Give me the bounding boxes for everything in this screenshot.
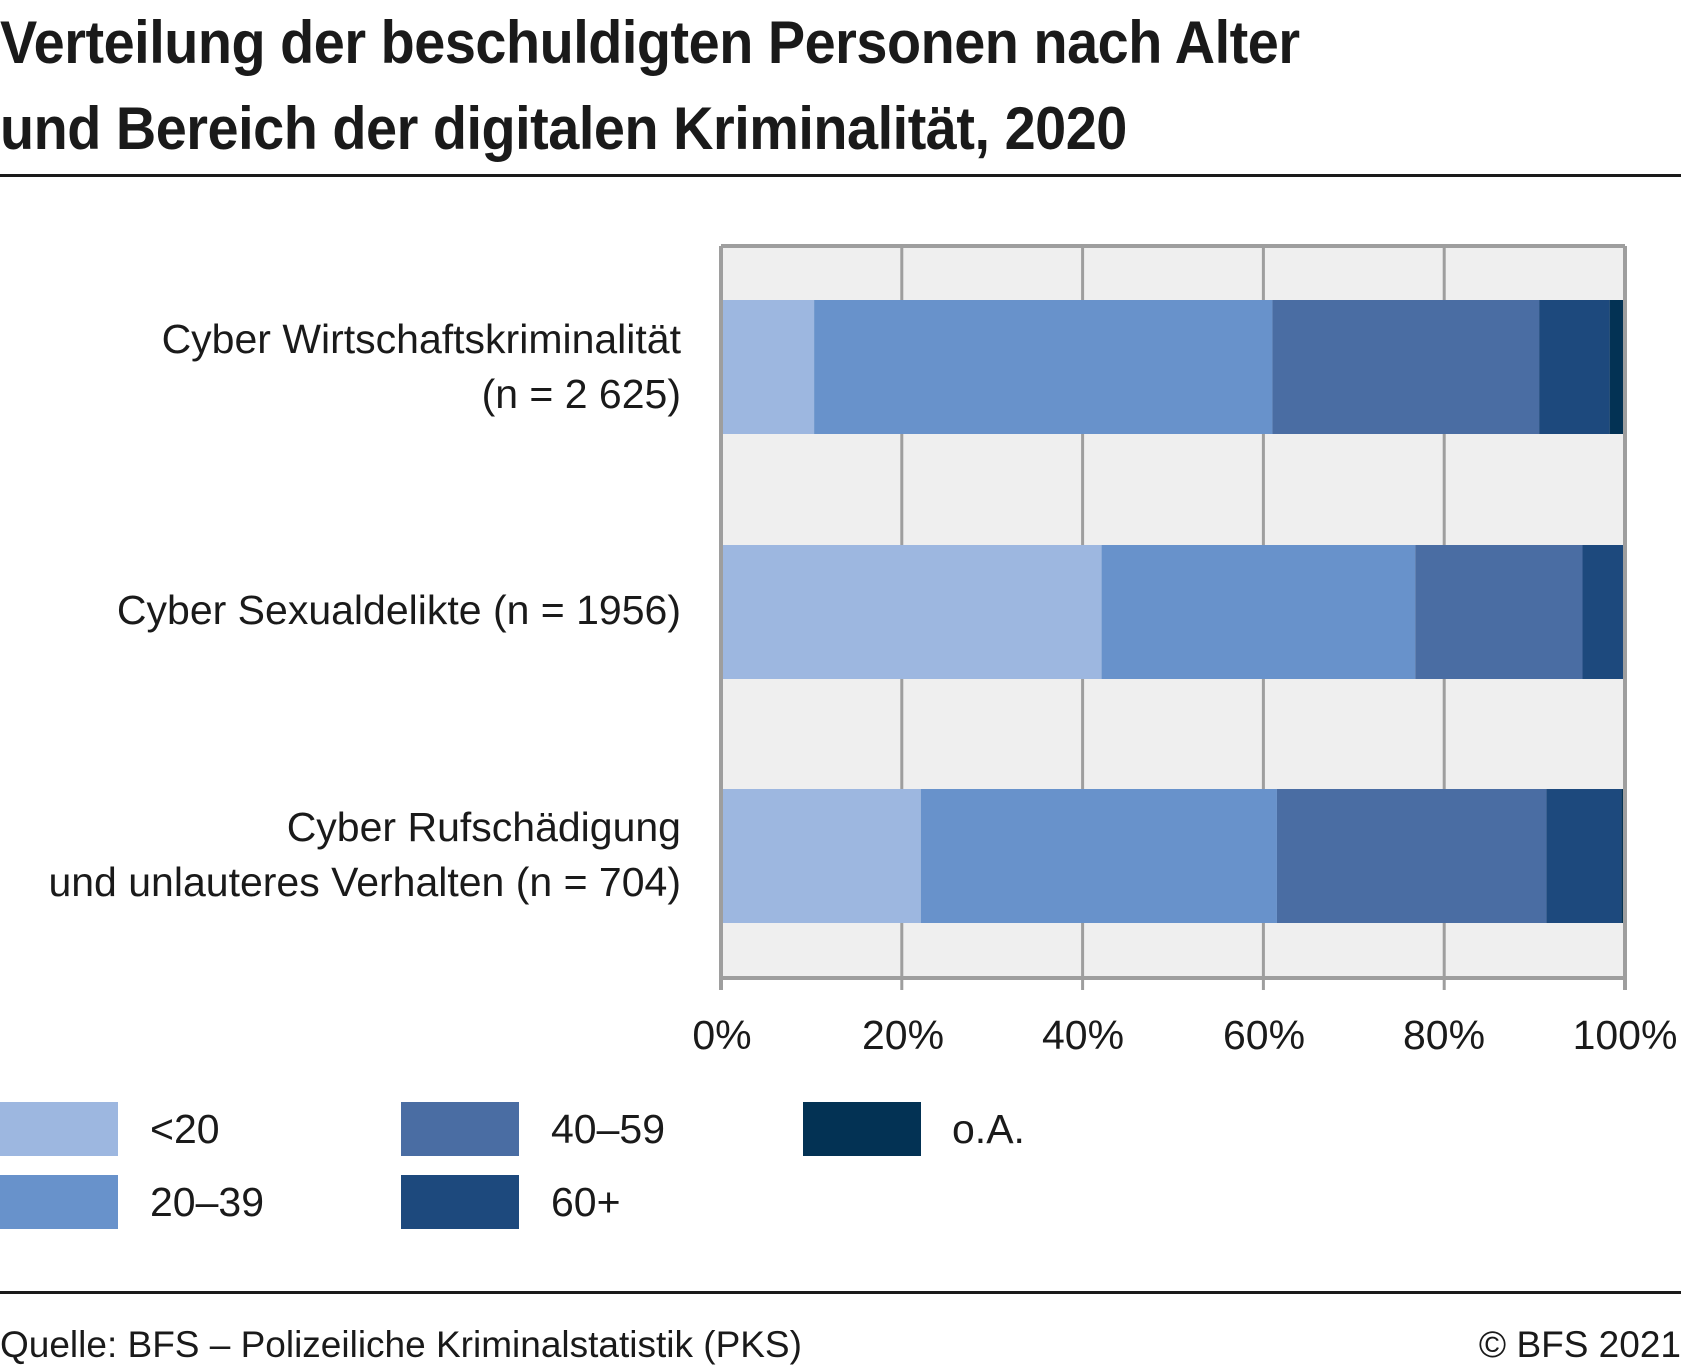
chart-title-line-1: Verteilung der beschuldigten Personen na… bbox=[0, 9, 1300, 76]
bar-segment-cat1-series2 bbox=[814, 300, 1273, 434]
category-label-2-line-1: Cyber Sexualdelikte (n = 1956) bbox=[116, 587, 681, 633]
bars bbox=[721, 300, 1625, 923]
legend-swatch-40-59 bbox=[401, 1102, 519, 1156]
legend-swatch-20-39 bbox=[0, 1175, 118, 1229]
bar-segment-cat2-series1 bbox=[721, 545, 1102, 679]
bar-segment-cat2-series2 bbox=[1101, 545, 1416, 679]
stacked-bar-chart bbox=[719, 244, 1627, 990]
bar-segment-cat3-series1 bbox=[721, 789, 921, 923]
bar-segment-cat1-series1 bbox=[721, 300, 815, 434]
bar-segment-cat1-series5 bbox=[1609, 300, 1624, 434]
category-label-3: Cyber Rufschädigung und unlauteres Verha… bbox=[48, 800, 681, 910]
category-label-3-line-2: und unlauteres Verhalten (n = 704) bbox=[48, 859, 681, 905]
legend-label-no-data: o.A. bbox=[952, 1106, 1025, 1152]
x-tick-label-60: 60% bbox=[1222, 1012, 1306, 1058]
bar-segment-cat3-series3 bbox=[1276, 789, 1547, 923]
bar-segment-cat2-series4 bbox=[1582, 545, 1625, 679]
category-label-2: Cyber Sexualdelikte (n = 1956) bbox=[117, 583, 681, 638]
bar-segment-cat1-series3 bbox=[1272, 300, 1540, 434]
chart-title: Verteilung der beschuldigten Personen na… bbox=[0, 0, 1681, 172]
copyright-note: © BFS 2021 bbox=[1478, 1324, 1681, 1365]
bar-segment-cat1-series4 bbox=[1539, 300, 1610, 434]
chart-title-line-2: und Bereich der digitalen Kriminalität, … bbox=[0, 95, 1127, 162]
bar-segment-cat2-series3 bbox=[1415, 545, 1583, 679]
legend-swatch-no-data bbox=[803, 1102, 921, 1156]
legend-swatch-under-20 bbox=[0, 1102, 118, 1156]
category-label-3-line-1: Cyber Rufschädigung bbox=[286, 804, 681, 850]
category-label-1-line-1: Cyber Wirtschaftskriminalität bbox=[161, 316, 681, 362]
bar-segment-cat3-series4 bbox=[1546, 789, 1622, 923]
top-divider bbox=[0, 174, 1681, 177]
category-label-1: Cyber Wirtschaftskriminalität (n = 2 625… bbox=[162, 312, 681, 422]
source-note: Quelle: BFS – Polizeiliche Kriminalstati… bbox=[0, 1324, 802, 1365]
x-tick-label-80: 80% bbox=[1402, 1012, 1486, 1058]
x-tick-label-0: 0% bbox=[692, 1012, 752, 1058]
x-tick-label-40: 40% bbox=[1041, 1012, 1125, 1058]
legend-label-20-39: 20–39 bbox=[150, 1179, 265, 1225]
legend-swatch-60-plus bbox=[401, 1175, 519, 1229]
x-tick-label-20: 20% bbox=[861, 1012, 945, 1058]
legend-label-40-59: 40–59 bbox=[551, 1106, 666, 1152]
x-tick-label-100: 100% bbox=[1572, 1012, 1678, 1058]
bar-segment-cat3-series5 bbox=[1621, 789, 1625, 923]
legend-label-60-plus: 60+ bbox=[551, 1179, 621, 1225]
plot-frame bbox=[719, 244, 1627, 990]
bottom-divider bbox=[0, 1291, 1681, 1294]
legend-label-under-20: <20 bbox=[150, 1106, 220, 1152]
bar-segment-cat3-series2 bbox=[920, 789, 1277, 923]
category-label-1-line-2: (n = 2 625) bbox=[481, 371, 681, 417]
